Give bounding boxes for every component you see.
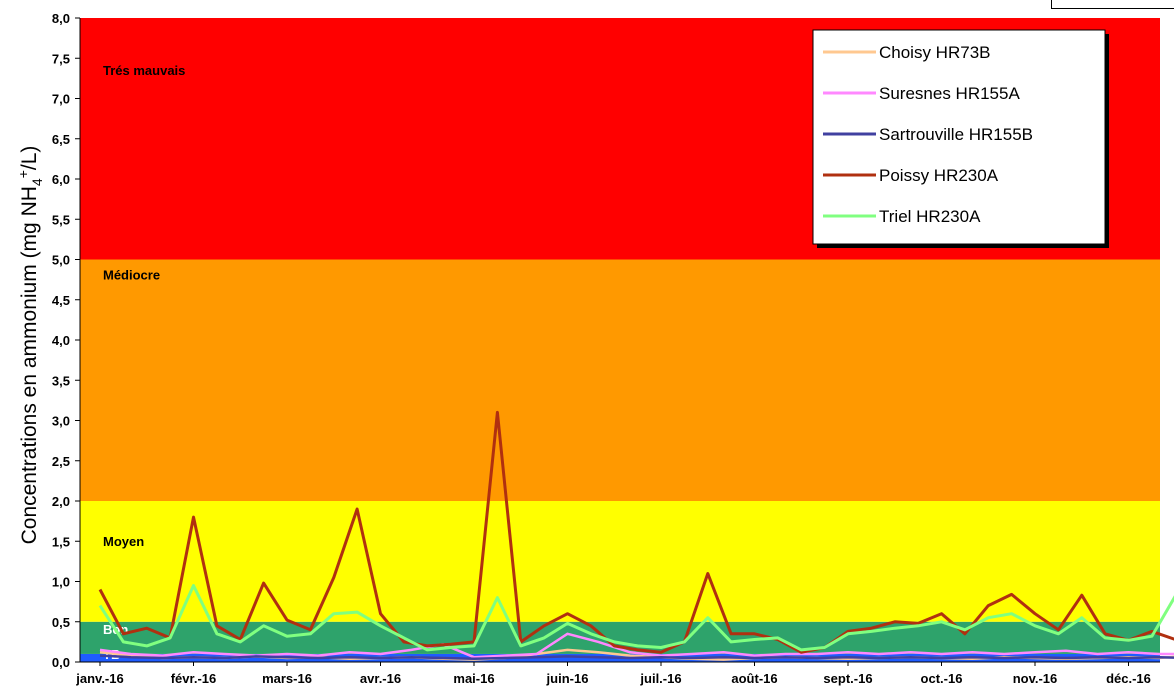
zone-label-moyen: Moyen (103, 534, 144, 549)
y-axis-label-main: Concentrations en ammonium (mg NH (18, 186, 41, 544)
x-tick-label: avr.-16 (360, 671, 401, 686)
y-tick-label: 2,0 (52, 494, 70, 509)
y-tick-label: 3,5 (52, 373, 70, 388)
y-tick-label: 5,5 (52, 212, 70, 227)
y-tick-label: 7,5 (52, 51, 70, 66)
y-axis-label-sup: + (15, 170, 31, 178)
y-axis-label-end: /L) (18, 146, 41, 171)
legend: Choisy HR73B Suresnes HR155A Sartrouville … (812, 29, 1109, 248)
y-tick-label: 6,0 (52, 172, 70, 187)
x-tick-label: déc.-16 (1106, 671, 1151, 686)
zone-mediocre (80, 259, 1160, 501)
y-tick-label: 3,0 (52, 414, 70, 429)
y-tick-label: 1,0 (52, 575, 70, 590)
zone-label-tres-mauvais: Trés mauvais (103, 63, 185, 78)
legend-label-triel-hr230a: Triel HR230A (879, 207, 981, 226)
x-tick-label: sept.-16 (823, 671, 872, 686)
x-tick-label: janv.-16 (75, 671, 123, 686)
y-axis-label-sub: 4 (29, 178, 45, 186)
y-tick-label: 5,0 (52, 253, 70, 268)
axes: 0,0 0,5 1,0 1,5 2,0 2,5 3,0 3,5 4,0 4,5 5,0 5,5 6,0 6… (52, 11, 1160, 686)
corner-frame (1051, 0, 1174, 9)
y-tick-label: 8,0 (52, 11, 70, 26)
x-tick-label: août-16 (731, 671, 777, 686)
series-line-triel-hr230a (98, 584, 1174, 652)
x-tick-label: mai-16 (453, 671, 494, 686)
series-line-poissy-hr230a (98, 410, 1174, 654)
legend-label-sartrouville-hr155b: Sartrouville HR155B (879, 125, 1033, 144)
legend-label-choisy-hr73b: Choisy HR73B (879, 43, 991, 62)
y-tick-label: 0,5 (52, 615, 70, 630)
y-tick-label: 2,5 (52, 454, 70, 469)
y-axis-label: Concentrations en ammonium (mg NH4+/L) (15, 146, 45, 545)
y-tick-label: 1,5 (52, 534, 70, 549)
zone-moyen (80, 501, 1160, 622)
series-line-sartrouville-hr155b (99, 654, 1174, 661)
x-tick-label: oct.-16 (921, 671, 963, 686)
x-tick-label: févr.-16 (171, 671, 217, 686)
y-tick-label: 7,0 (52, 92, 70, 107)
x-tick-label: juin-16 (546, 671, 589, 686)
y-tick-label: 4,0 (52, 333, 70, 348)
x-tick-label: nov.-16 (1013, 671, 1058, 686)
series-line-suresnes-hr155a (99, 632, 1174, 659)
y-tick-label: 4,5 (52, 293, 70, 308)
zone-label-mediocre: Médiocre (103, 268, 160, 283)
y-tick-label: 0,0 (52, 655, 70, 670)
x-tick-label: juil.-16 (639, 671, 681, 686)
legend-box (812, 29, 1106, 245)
series-lines (98, 410, 1174, 661)
legend-label-poissy-hr230a: Poissy HR230A (879, 166, 999, 185)
x-tick-label: mars-16 (262, 671, 312, 686)
legend-label-suresnes-hr155a: Suresnes HR155A (879, 84, 1020, 103)
y-tick-label: 6,5 (52, 132, 70, 147)
